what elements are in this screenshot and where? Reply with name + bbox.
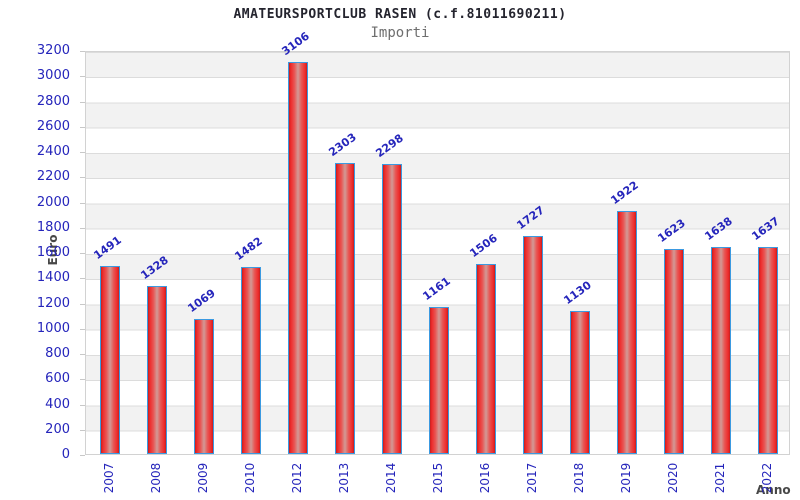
bar [428,307,449,454]
y-tick-label: 0 [61,447,70,462]
bar-value-label: 1130 [560,278,594,308]
x-tick-label: 2015 [430,462,445,494]
chart-title: AMATEURSPORTCLUB RASEN (c.f.81011690211) [233,7,567,22]
bar-value-label: 1161 [419,274,453,304]
bar [522,235,543,454]
bar-value-label: 2298 [372,131,406,160]
x-tick-label: 2008 [148,462,163,494]
y-tick-label: 200 [45,421,70,437]
bar [99,265,120,454]
y-tick-mark [80,227,85,229]
y-tick-mark [80,354,85,355]
y-tick-label: 1800 [36,219,70,235]
bar [663,249,684,454]
bar-value-label: 1922 [607,178,641,208]
bar [757,247,778,454]
bar-value-label: 2303 [325,130,359,160]
x-tick-label: 2016 [477,462,492,494]
x-tick-label: 2017 [524,462,539,494]
bar-value-label: 1638 [701,214,735,244]
x-tick-label: 2009 [195,462,210,494]
bar [287,61,308,454]
bar [334,163,355,454]
x-tick-label: 2010 [242,462,257,494]
y-tick-label: 2000 [36,194,70,210]
y-tick-mark [80,429,85,431]
bar [146,286,167,454]
y-tick-mark [80,152,85,153]
x-axis-title: Anno [756,483,791,497]
y-tick-label: 2600 [36,118,70,134]
bar-value-label: 1069 [184,286,218,316]
bar [193,319,214,454]
y-tick-label: 2200 [36,169,70,185]
bar-value-label: 1506 [466,231,500,260]
x-tick-label: 2007 [101,462,116,494]
bar [710,247,731,454]
bar [569,311,590,454]
y-tick-label: 1000 [36,320,70,336]
bar-value-label: 1727 [513,203,547,232]
bar [240,266,261,454]
y-tick-label: 3000 [36,68,70,84]
x-tick-label: 2021 [712,462,727,494]
y-tick-mark [80,76,85,78]
y-tick-label: 1600 [36,245,70,260]
plot-area: 1491 1328 1069 1482 3106 2303 2298 1161 1506 1727… [85,29,790,455]
bar [475,263,496,454]
y-tick-mark [80,303,85,305]
y-tick-label: 2400 [36,144,70,159]
bar-value-label: 1328 [137,253,171,283]
x-tick-label: 2018 [571,462,586,494]
y-tick-mark [80,328,85,330]
y-tick-mark [80,177,85,179]
bar [381,163,402,454]
x-tick-label: 2014 [383,462,398,494]
x-tick-label: 2012 [289,462,304,494]
bar-value-label: 1491 [90,233,124,262]
chart-subtitle: Importi [370,25,430,41]
y-tick-mark [80,379,85,381]
y-tick-label: 600 [45,371,70,387]
bar-value-label: 1623 [654,216,688,246]
bar-value-label: 1637 [748,214,782,244]
y-tick-label: 3200 [36,43,70,58]
y-tick-label: 1400 [36,270,70,286]
x-tick-label: 2020 [665,462,680,494]
y-tick-mark [80,455,85,456]
y-tick-mark [80,101,85,103]
x-tick-label: 2019 [618,462,633,494]
bar-value-label: 1482 [231,234,265,263]
y-tick-label: 1200 [36,295,70,311]
y-tick-mark [80,404,85,406]
y-tick-mark [80,51,85,52]
bar [616,211,637,454]
y-tick-label: 800 [45,346,70,361]
y-tick-label: 2800 [36,93,70,109]
y-tick-label: 400 [45,396,70,412]
y-tick-mark [80,278,85,280]
y-tick-mark [80,253,85,254]
x-tick-label: 2013 [336,462,351,494]
y-tick-mark [80,202,85,204]
y-tick-mark [80,126,85,128]
x-tick-label: 2022 [759,462,774,494]
